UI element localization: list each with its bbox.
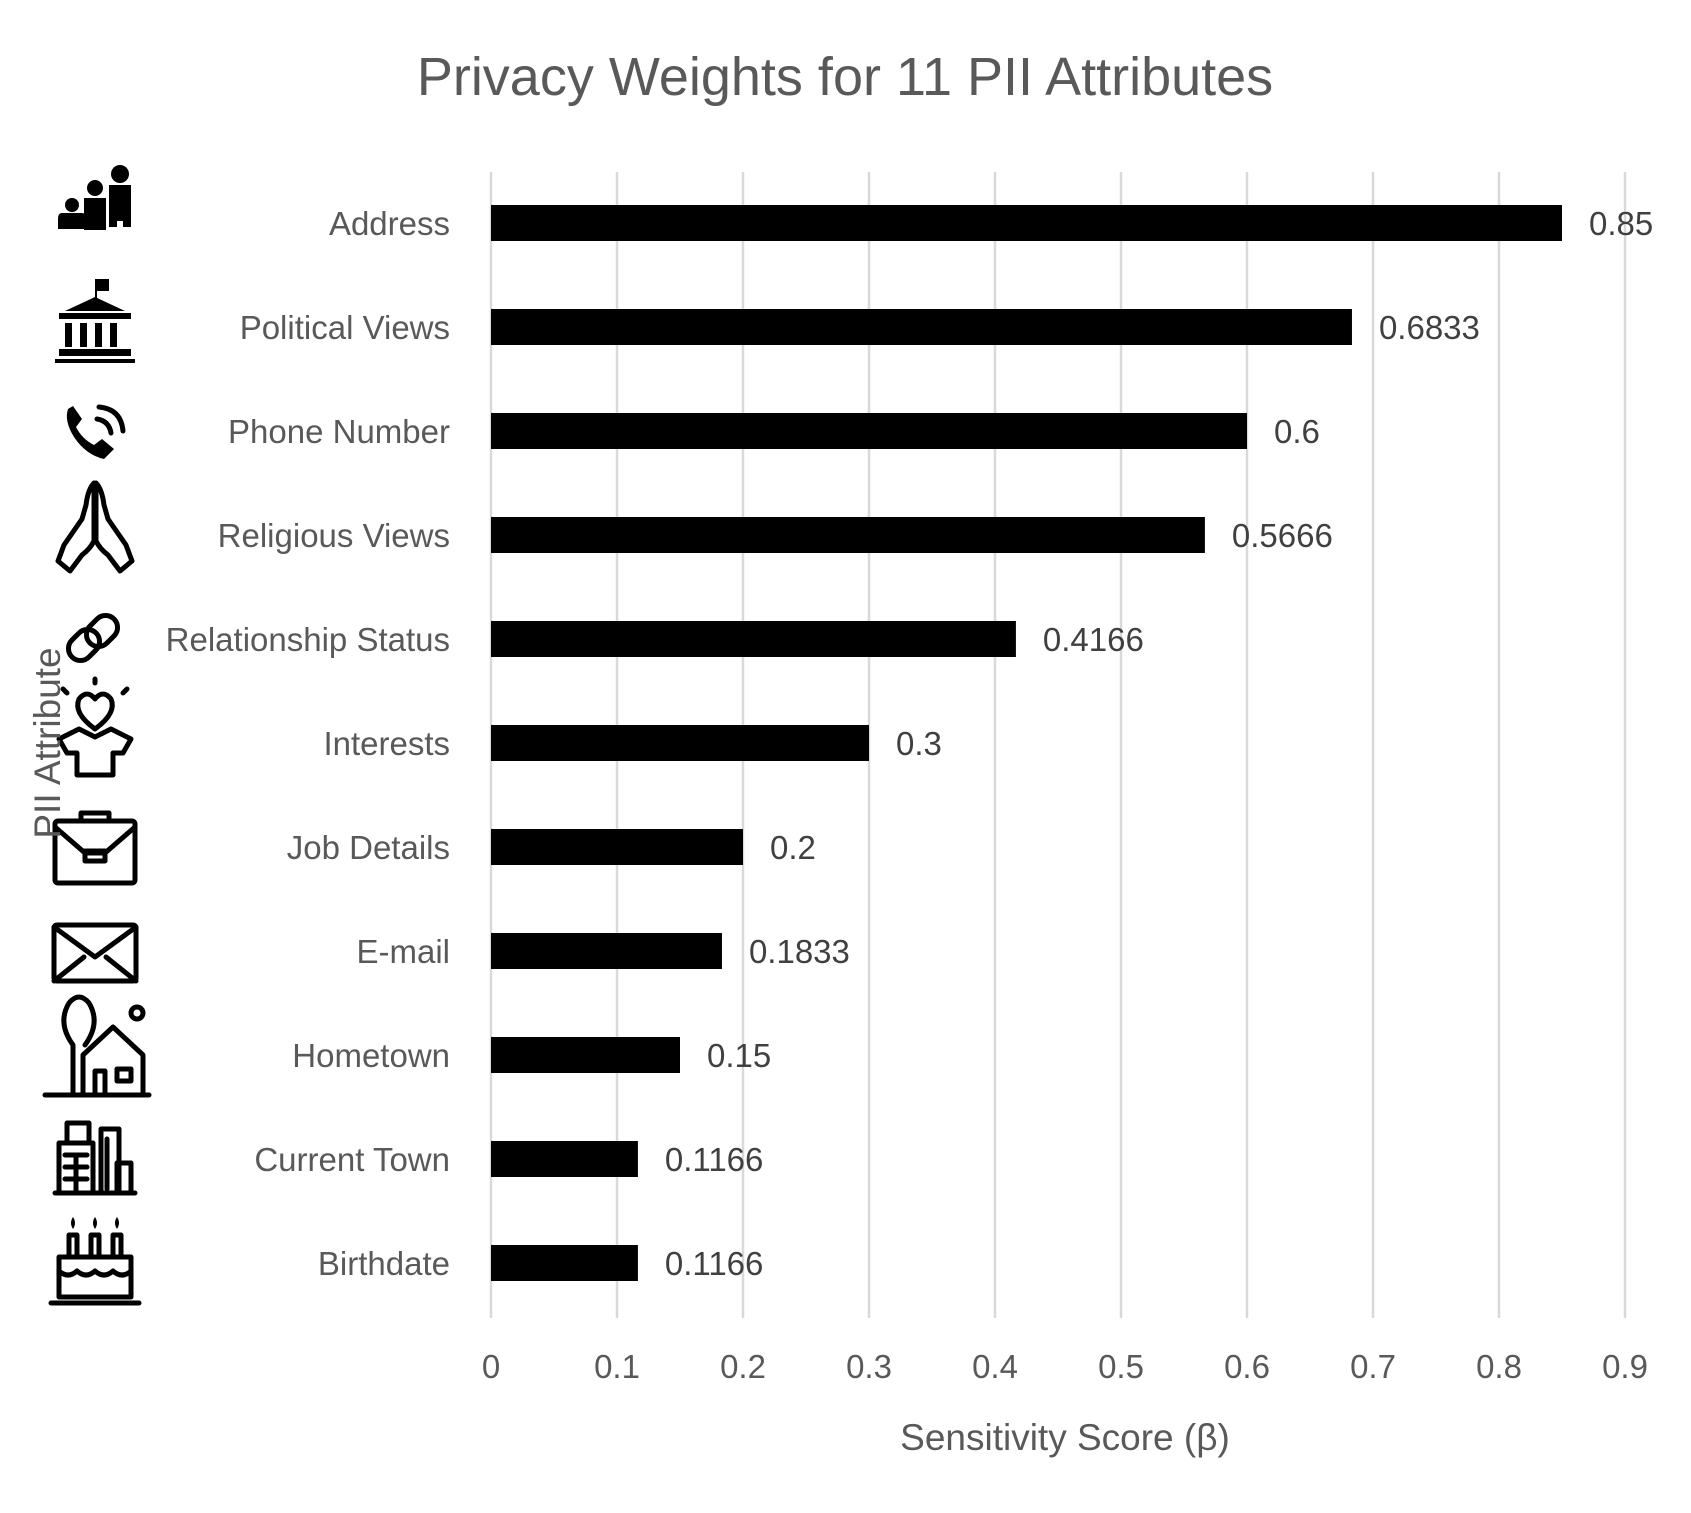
- category-label: Religious Views: [218, 517, 450, 554]
- category-icons: [42, 165, 152, 1306]
- bar: [491, 1037, 680, 1073]
- government-building-icon: [55, 279, 135, 363]
- category-label: E-mail: [356, 933, 450, 970]
- category-label: Political Views: [240, 309, 450, 346]
- value-label: 0.1833: [749, 933, 850, 970]
- category-label: Relationship Status: [166, 621, 450, 658]
- bar: [491, 621, 1016, 657]
- bar: [491, 829, 743, 865]
- value-label: 0.6833: [1379, 309, 1480, 346]
- bar: [491, 1245, 638, 1281]
- x-tick-label: 0: [482, 1348, 500, 1385]
- x-tick-label: 0.7: [1350, 1348, 1396, 1385]
- category-label: Birthdate: [318, 1245, 450, 1282]
- house-tree-icon: [42, 994, 152, 1098]
- category-label: Hometown: [292, 1037, 450, 1074]
- praying-hands-icon: [55, 480, 135, 574]
- value-label: 0.1166: [665, 1245, 763, 1282]
- value-label: 0.5666: [1232, 517, 1333, 554]
- bar: [491, 413, 1247, 449]
- x-tick-label: 0.5: [1098, 1348, 1144, 1385]
- x-tick-label: 0.9: [1602, 1348, 1648, 1385]
- value-labels: 0.85 0.6833 0.6 0.5666 0.4166 0.3 0.2 0.1833 0.1…: [665, 205, 1653, 1282]
- value-label: 0.1166: [665, 1141, 763, 1178]
- envelope-icon: [51, 922, 139, 984]
- city-buildings-icon: [52, 1120, 138, 1196]
- value-label: 0.85: [1589, 205, 1653, 242]
- chart-title: Privacy Weights for 11 PII Attributes: [417, 47, 1273, 107]
- category-label: Interests: [323, 725, 450, 762]
- family-icon: [58, 165, 131, 230]
- bar: [491, 205, 1562, 241]
- bar: [491, 933, 722, 969]
- x-axis-title: Sensitivity Score (β): [900, 1417, 1230, 1458]
- value-label: 0.15: [707, 1037, 771, 1074]
- x-tick-label: 0.4: [972, 1348, 1018, 1385]
- value-label: 0.6: [1274, 413, 1320, 450]
- bars: [491, 205, 1562, 1281]
- briefcase-icon: [52, 810, 138, 886]
- birthday-cake-icon: [48, 1217, 142, 1306]
- value-label: 0.3: [896, 725, 942, 762]
- bar: [491, 725, 869, 761]
- category-label: Current Town: [254, 1141, 450, 1178]
- x-tick-label: 0.3: [846, 1348, 892, 1385]
- value-label: 0.2: [770, 829, 816, 866]
- x-tick-label: 0.1: [594, 1348, 640, 1385]
- link-icon: [65, 612, 121, 664]
- category-label: Phone Number: [228, 413, 450, 450]
- value-label: 0.4166: [1043, 621, 1144, 658]
- bar: [491, 309, 1352, 345]
- category-labels: Address Political Views Phone Number Religi…: [166, 205, 450, 1282]
- bar: [491, 517, 1205, 553]
- category-label: Job Details: [287, 829, 450, 866]
- x-tick-label: 0.6: [1224, 1348, 1270, 1385]
- y-axis-title: PII Attribute: [27, 647, 68, 838]
- heart-person-icon: [56, 676, 134, 778]
- x-tick-label: 0.8: [1476, 1348, 1522, 1385]
- x-tick-label: 0.2: [720, 1348, 766, 1385]
- bar: [491, 1141, 638, 1177]
- x-tick-labels: 0 0.1 0.2 0.3 0.4 0.5 0.6 0.7 0.8 0.9: [482, 1348, 1648, 1385]
- category-label: Address: [329, 205, 450, 242]
- gridlines: [489, 172, 1627, 1318]
- phone-icon: [66, 404, 126, 459]
